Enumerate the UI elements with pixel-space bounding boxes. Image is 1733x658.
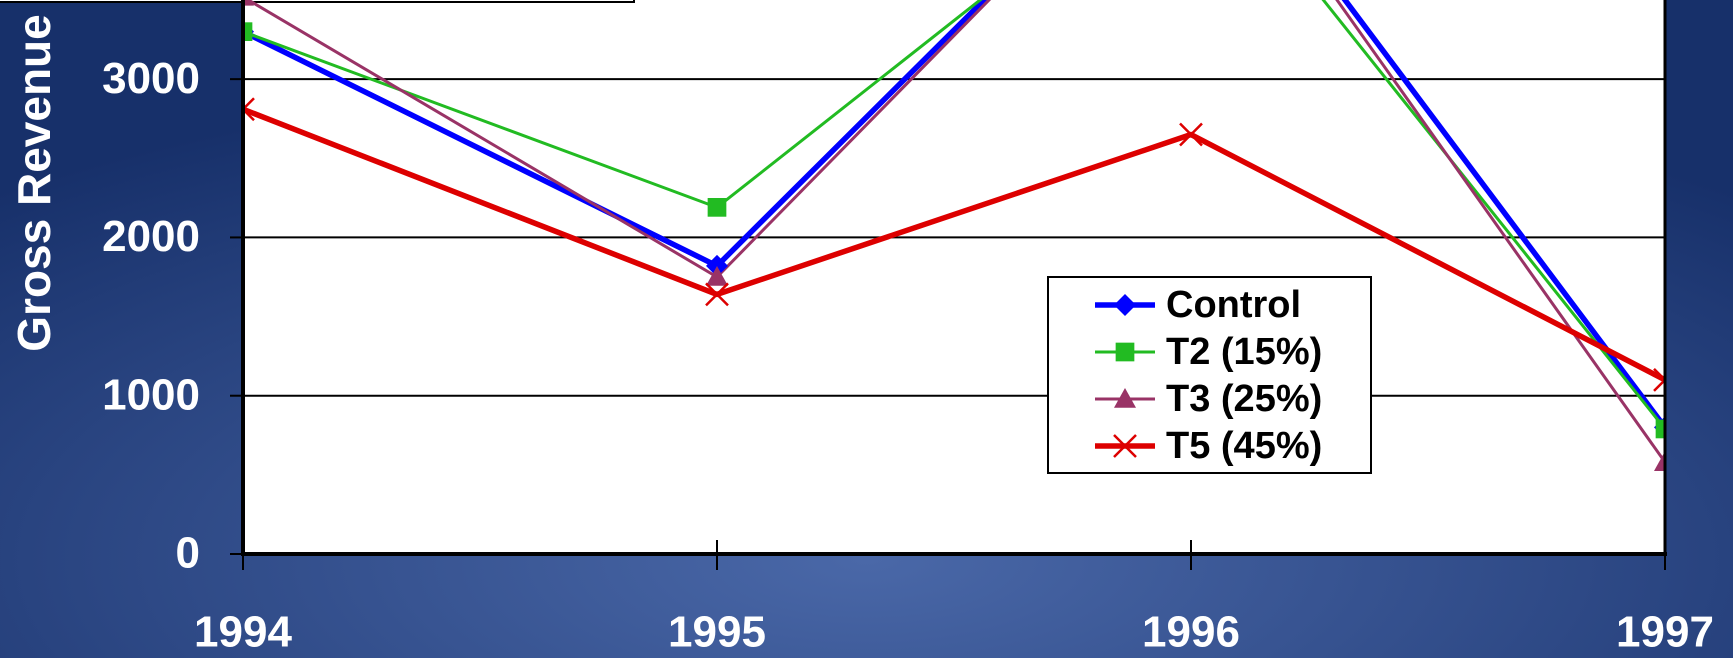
marker [1114, 388, 1136, 408]
marker [705, 282, 729, 307]
marker [1655, 419, 1665, 439]
marker [1179, 122, 1203, 147]
marker [706, 254, 728, 277]
marker [243, 97, 255, 122]
legend-box [1047, 276, 1372, 474]
legend-label: T2 (15%) [1166, 331, 1322, 373]
marker [706, 266, 728, 286]
marker [1115, 342, 1135, 362]
labels: 0 1000 2000 3000 1994 1995 1996 1997 [102, 54, 1714, 657]
y-tick-label: 2000 [102, 212, 200, 261]
series-line [243, 106, 1665, 383]
x-tick-label: 1996 [1142, 608, 1240, 657]
marker [243, 0, 254, 6]
legend-label: T5 (45%) [1166, 425, 1322, 467]
x-tick-label: 1995 [668, 608, 766, 657]
y-tick-label: 0 [176, 529, 200, 578]
x-tick-label: 1994 [194, 608, 292, 657]
marker [707, 198, 727, 217]
marker [1114, 294, 1136, 316]
legend-label: T3 (25%) [1166, 378, 1322, 420]
series-group [243, 0, 1665, 471]
marker [1654, 451, 1665, 471]
y-tick-label: 3000 [102, 54, 200, 103]
marker [1653, 368, 1665, 392]
y-axis-title: Gross Revenue [8, 14, 60, 351]
legend-label: Control [1166, 284, 1301, 326]
legend: Control T2 (15%) T3 (25%) T5 (45%) [1095, 284, 1322, 467]
marker [243, 22, 253, 42]
marker [1113, 434, 1137, 458]
plot-area [243, 0, 1665, 554]
y-tick-label: 1000 [102, 370, 200, 419]
series-line [243, 0, 1665, 430]
x-tick-label: 1997 [1616, 608, 1714, 657]
cropped-box [0, 0, 635, 3]
series-line [245, 0, 1665, 464]
series-line [243, 0, 1665, 430]
